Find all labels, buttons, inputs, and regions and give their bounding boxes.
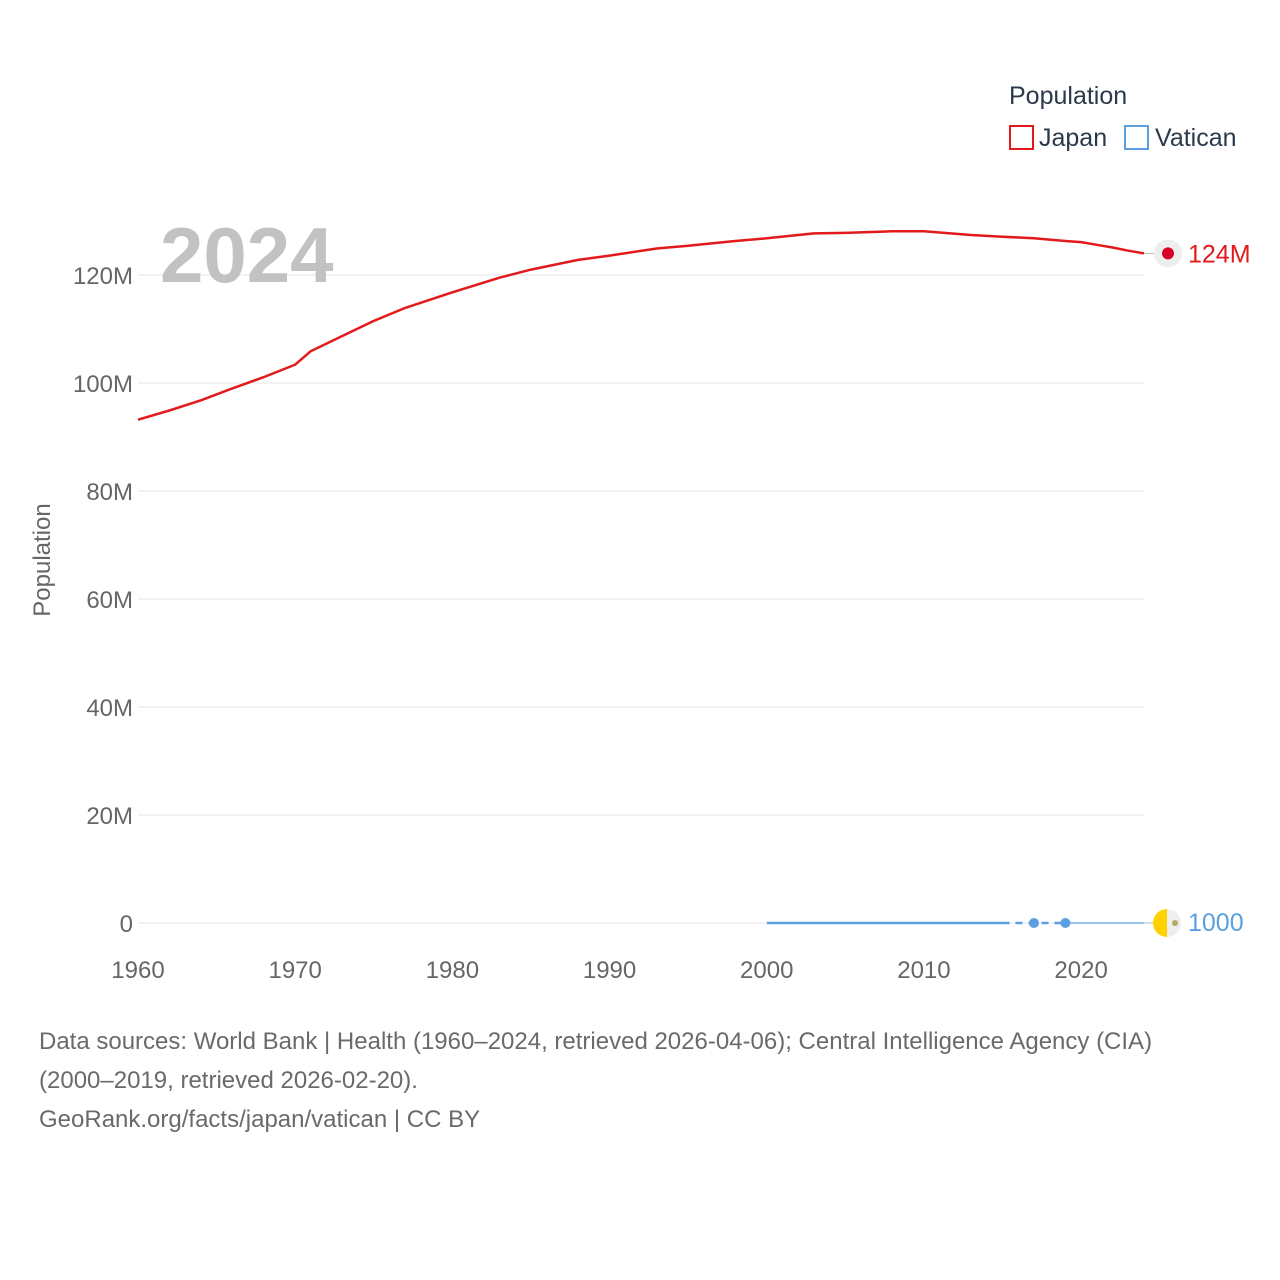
y-axis-ticks: 0 20M 40M 60M 80M 100M 120M [73,263,133,938]
y-tick-label-4: 80M [86,479,133,506]
legend-swatch-vatican [1124,125,1149,150]
y-tick-label-6: 120M [73,263,133,290]
legend-entry-vatican[interactable]: Vatican [1124,124,1237,152]
legend-label-japan: Japan [1039,124,1107,152]
year-overlay-label: 2024 [160,211,334,299]
series-line-japan[interactable] [137,230,1145,421]
legend-label-vatican: Vatican [1155,124,1237,152]
y-tick-label-0: 0 [120,911,133,938]
legend-title: Population [1009,82,1127,110]
sources-line-2: (2000–2019, retrieved 2026-02-20). [39,1067,418,1094]
legend: Population Japan Vatican [1009,82,1237,152]
gridlines [138,274,1144,924]
x-tick-label-3: 1990 [583,957,636,984]
vatican-data-point-0[interactable] [1028,917,1039,928]
japan-flag-disc [1162,247,1174,260]
y-axis-title: Population [29,503,56,616]
y-tick-label-2: 40M [86,695,133,722]
legend-swatch-japan [1009,125,1034,150]
sources-line-1: Data sources: World Bank | Health (1960–… [39,1028,1153,1055]
y-tick-label-3: 60M [86,587,133,614]
vatican-flag-emblem [1172,919,1178,926]
vatican-flag-yellow-half [1153,908,1167,937]
x-tick-label-6: 2020 [1054,957,1107,984]
x-tick-label-2: 1980 [426,957,479,984]
y-tick-label-5: 100M [73,371,133,398]
vatican-end-label: 1000 [1188,909,1244,937]
y-tick-label-1: 20M [86,803,133,830]
source-notes: Data sources: World Bank | Health (1960–… [39,1022,1249,1139]
x-tick-label-5: 2010 [897,957,950,984]
x-tick-label-0: 1960 [111,957,164,984]
end-markers: 124M 1000 [1144,239,1251,937]
attribution-link[interactable]: GeoRank.org/facts/japan/vatican | CC BY [39,1106,481,1133]
x-tick-label-1: 1970 [268,957,321,984]
vatican-data-point-1[interactable] [1060,917,1071,928]
series-layer [137,230,1145,928]
x-axis-ticks: 1960 1970 1980 1990 2000 2010 2020 [111,957,1108,984]
x-tick-label-4: 2000 [740,957,793,984]
legend-entry-japan[interactable]: Japan [1009,124,1107,152]
japan-end-label: 124M [1188,240,1251,268]
